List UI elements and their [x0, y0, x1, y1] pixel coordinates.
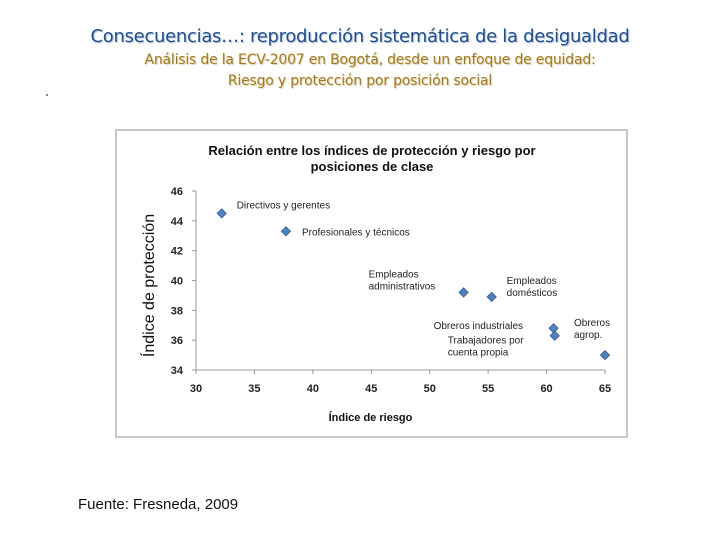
slide-subtitle-line1: Análisis de la ECV-2007 en Bogotá, desde… [144, 52, 596, 68]
data-point-label: administrativos [369, 281, 436, 292]
chart-title-line: Relación entre los índices de protección… [208, 143, 535, 158]
y-tick-label: 40 [171, 276, 183, 288]
data-point-marker [216, 208, 227, 219]
y-tick-label: 34 [171, 365, 184, 377]
data-point-marker [549, 330, 560, 341]
data-point-label: Empleados [369, 269, 419, 280]
data-point-label: Trabajadores por [448, 336, 524, 347]
x-tick-label: 60 [540, 383, 552, 395]
y-tick-label: 36 [171, 335, 183, 347]
chart-frame: Relación entre los índices de protección… [115, 129, 628, 438]
y-tick-label: 38 [171, 305, 183, 317]
x-tick-label: 65 [599, 383, 611, 395]
data-point-marker [548, 323, 559, 334]
y-tick-label: 42 [171, 246, 183, 258]
x-axis-label: Índice de riesgo [329, 411, 413, 424]
x-tick-label: 35 [248, 383, 260, 395]
data-point-label: Obreros [574, 318, 610, 329]
data-point-label: Profesionales y técnicos [302, 227, 410, 238]
x-tick-label: 45 [365, 383, 377, 395]
data-point-marker [599, 349, 611, 361]
data-point-label: domésticos [507, 288, 558, 299]
slide-subtitle-line2: Riesgo y protección por posición social [227, 73, 493, 89]
x-tick-label: 50 [424, 383, 436, 395]
x-tick-label: 55 [482, 383, 494, 395]
y-tick-label: 46 [171, 186, 183, 198]
data-point-marker [280, 226, 292, 237]
data-point-label: Directivos y gerentes [237, 200, 330, 211]
chart-title-line: posiciones de clase [311, 159, 434, 174]
data-point-label: agrop. [574, 330, 602, 341]
slide-title: Consecuencias…: reproducción sistemática… [90, 26, 630, 47]
stray-dot [46, 94, 48, 96]
y-axis-label: Índice de protección [139, 214, 158, 357]
data-point-label: Empleados [507, 276, 557, 287]
data-point-label: Obreros industriales [434, 321, 523, 332]
data-point-marker [486, 291, 497, 303]
y-tick-label: 44 [171, 216, 184, 228]
scatter-chart: Relación entre los índices de protección… [139, 143, 611, 424]
x-tick-label: 30 [190, 383, 202, 395]
source-note: Fuente: Fresneda, 2009 [78, 496, 239, 513]
data-point-marker [458, 287, 469, 298]
data-point-label: cuenta propia [448, 348, 509, 359]
x-tick-label: 40 [307, 383, 319, 395]
